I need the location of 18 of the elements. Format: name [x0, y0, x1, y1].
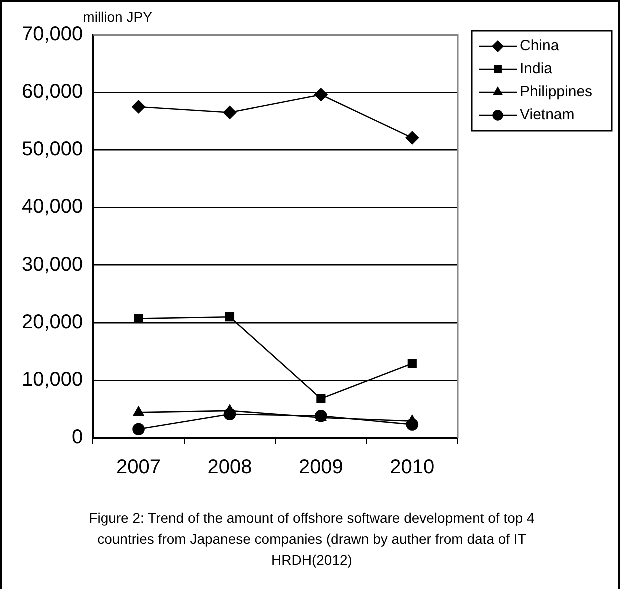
caption: Figure 2: Trend of the amount of offshore software development of top 4 countries from Japanese companies (drawn by auther from data of IT HRDH(2012)	[88, 509, 536, 570]
y-tick-label: 30,000	[22, 254, 84, 276]
legend-label: Philippines	[520, 84, 593, 101]
legend-label: Vietnam	[520, 106, 575, 124]
y-tick-label: 10,000	[22, 368, 84, 391]
x-tick-label: 2009	[298, 456, 344, 479]
y-tick-label: 70,000	[22, 24, 84, 46]
x-tick-label: 2007	[116, 456, 162, 479]
legend-label: India	[520, 60, 554, 78]
legend-label: China	[520, 38, 560, 55]
y-tick-label: 50,000	[22, 138, 84, 161]
x-tick-label: 2008	[208, 456, 252, 479]
y-tick-label: 0	[72, 426, 84, 449]
y-tick-label: 20,000	[22, 311, 84, 334]
y-tick-label: 60,000	[22, 81, 84, 104]
y-axis-title: million JPY	[83, 8, 154, 25]
y-tick-label: 40,000	[22, 196, 84, 218]
x-tick-label: 2010	[390, 456, 435, 479]
